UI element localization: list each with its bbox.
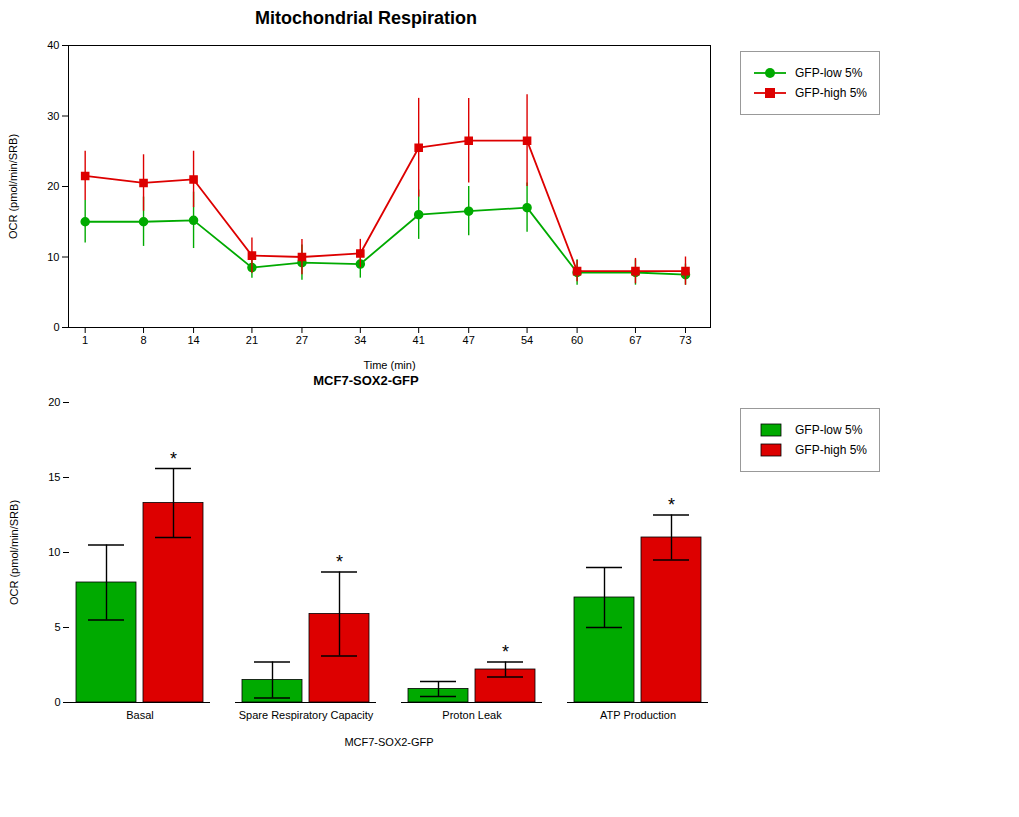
- html-text:Mitochondrial Respiration: Mitochondrial Respiration: [255, 8, 477, 28]
- svg-text:20: 20: [48, 396, 60, 408]
- svg-text:Spare Respiratory Capacity: Spare Respiratory Capacity: [239, 709, 374, 721]
- svg-text:54: 54: [521, 334, 533, 346]
- svg-text:*: *: [170, 449, 177, 469]
- svg-text:Proton Leak: Proton Leak: [442, 709, 502, 721]
- svg-text:0: 0: [54, 696, 60, 708]
- svg-text:34: 34: [354, 334, 366, 346]
- svg-text:OCR (pmol/min/SRB): OCR (pmol/min/SRB): [7, 134, 19, 239]
- svg-text:41: 41: [413, 334, 425, 346]
- html-text:GFP-high 5%: GFP-high 5%: [795, 443, 867, 457]
- svg-text:0: 0: [53, 321, 59, 333]
- html-text:GFP-low 5%: GFP-low 5%: [795, 66, 863, 80]
- svg-text:60: 60: [571, 334, 583, 346]
- svg-text:8: 8: [140, 334, 146, 346]
- html-text:GFP-low 5%: GFP-low 5%: [795, 423, 863, 437]
- svg-text:Time (min): Time (min): [363, 359, 415, 371]
- svg-text:OCR (pmol/min/SRB): OCR (pmol/min/SRB): [8, 500, 20, 605]
- svg-text:*: *: [668, 495, 675, 515]
- svg-text:20: 20: [47, 180, 59, 192]
- svg-text:47: 47: [463, 334, 475, 346]
- svg-text:15: 15: [48, 471, 60, 483]
- svg-text:30: 30: [47, 110, 59, 122]
- svg-text:73: 73: [679, 334, 691, 346]
- svg-text:14: 14: [187, 334, 199, 346]
- html-text:MCF7-SOX2-GFP: MCF7-SOX2-GFP: [313, 373, 419, 388]
- svg-text:10: 10: [47, 251, 59, 263]
- svg-text:ATP Production: ATP Production: [600, 709, 676, 721]
- svg-text:21: 21: [246, 334, 258, 346]
- svg-text:40: 40: [47, 39, 59, 51]
- svg-text:Basal: Basal: [126, 709, 154, 721]
- svg-text:27: 27: [296, 334, 308, 346]
- svg-text:5: 5: [54, 621, 60, 633]
- html-text:GFP-high 5%: GFP-high 5%: [795, 86, 867, 100]
- svg-text:10: 10: [48, 546, 60, 558]
- svg-text:MCF7-SOX2-GFP: MCF7-SOX2-GFP: [344, 736, 433, 748]
- svg-text:67: 67: [629, 334, 641, 346]
- svg-text:*: *: [502, 642, 509, 662]
- svg-text:1: 1: [82, 334, 88, 346]
- svg-text:*: *: [336, 552, 343, 572]
